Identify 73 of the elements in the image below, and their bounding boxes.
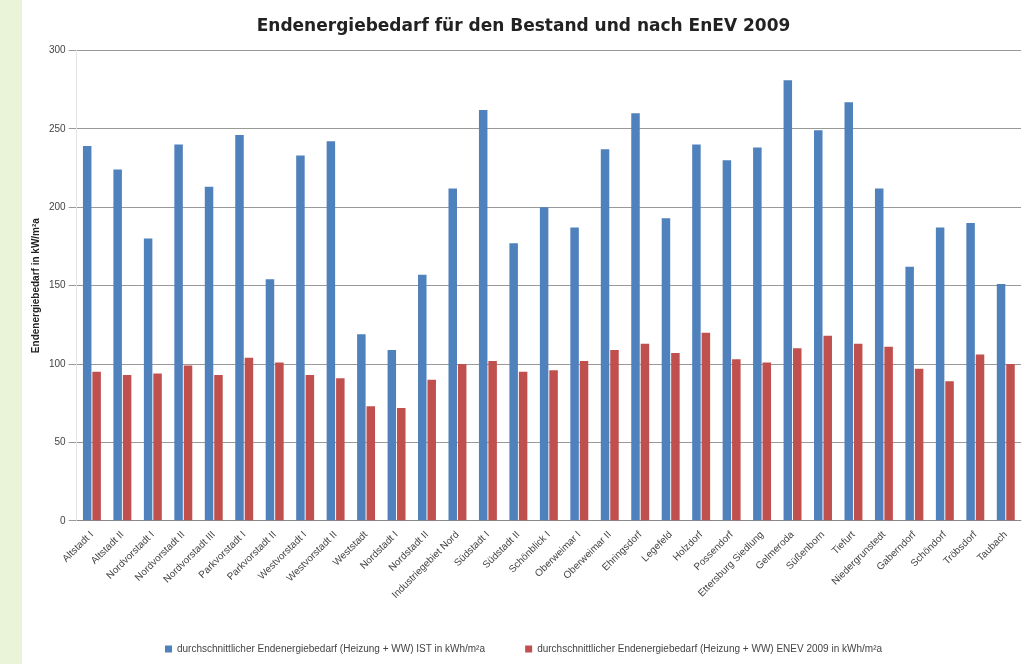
bar xyxy=(305,375,315,521)
y-axis-title: Endenergiebedarf in kW/m²a xyxy=(29,217,41,354)
bar xyxy=(935,227,945,521)
bar xyxy=(884,346,893,521)
bar xyxy=(92,371,101,521)
y-tick-label: 300 xyxy=(49,44,67,56)
bar xyxy=(783,80,793,521)
bar xyxy=(488,360,497,521)
bar xyxy=(326,141,336,521)
bar xyxy=(692,144,701,521)
bar xyxy=(661,218,671,521)
bar xyxy=(905,266,914,521)
bar xyxy=(397,407,406,521)
bar xyxy=(448,188,457,521)
bar xyxy=(549,370,558,521)
bar xyxy=(631,113,640,521)
bar xyxy=(113,169,122,521)
bar xyxy=(509,243,518,521)
bar xyxy=(610,349,619,521)
bar xyxy=(753,147,762,521)
bar xyxy=(427,379,436,521)
bar xyxy=(853,343,863,521)
y-tick-label: 50 xyxy=(54,436,67,448)
bar xyxy=(640,343,650,521)
bar xyxy=(823,335,832,521)
bar xyxy=(722,160,732,521)
y-tick-label: 0 xyxy=(60,514,67,526)
bar xyxy=(793,348,802,521)
bar xyxy=(366,406,376,521)
bar xyxy=(945,381,954,521)
bar xyxy=(579,360,589,521)
y-tick-label: 100 xyxy=(49,357,67,369)
bar xyxy=(204,186,214,521)
bar xyxy=(153,373,162,521)
bar xyxy=(518,371,528,521)
bar xyxy=(235,135,244,521)
chart-title: Endenergiebedarf für den Bestand und nach EnEV 2009 xyxy=(256,14,791,35)
bar xyxy=(357,334,366,521)
bar xyxy=(570,227,579,521)
bar xyxy=(214,375,223,521)
bar xyxy=(996,284,1006,521)
bar xyxy=(966,222,975,521)
bar xyxy=(539,207,549,521)
bar xyxy=(732,359,741,521)
bar xyxy=(183,365,193,521)
bar xyxy=(874,188,884,521)
bar xyxy=(336,378,345,521)
bar xyxy=(600,149,610,521)
y-tick-label: 200 xyxy=(49,200,67,212)
y-tick-label: 250 xyxy=(49,122,67,134)
bar xyxy=(296,155,305,521)
bar xyxy=(418,274,427,521)
bar xyxy=(82,146,92,521)
bar xyxy=(275,362,284,521)
bar xyxy=(174,144,183,521)
bar xyxy=(143,238,153,521)
bar xyxy=(478,109,488,521)
bar xyxy=(1006,364,1015,521)
bar xyxy=(914,368,924,521)
bar xyxy=(387,349,397,521)
bar xyxy=(265,279,275,521)
bar xyxy=(244,357,254,521)
bar xyxy=(122,375,132,521)
bar xyxy=(457,364,467,521)
bar xyxy=(671,353,680,521)
bar xyxy=(701,332,711,521)
bar xyxy=(844,102,853,521)
legend-label: durchschnittlicher Endenergiebedarf (Heizung + WW) IST in kWh/m²a xyxy=(176,642,486,654)
bar xyxy=(975,354,985,521)
bar xyxy=(814,130,823,521)
y-tick-label: 150 xyxy=(49,279,67,291)
legend-label: durchschnittlicher Endenergiebedarf (Heizung + WW) ENEV 2009 in kWh/m²a xyxy=(537,642,883,654)
bar xyxy=(762,362,772,521)
